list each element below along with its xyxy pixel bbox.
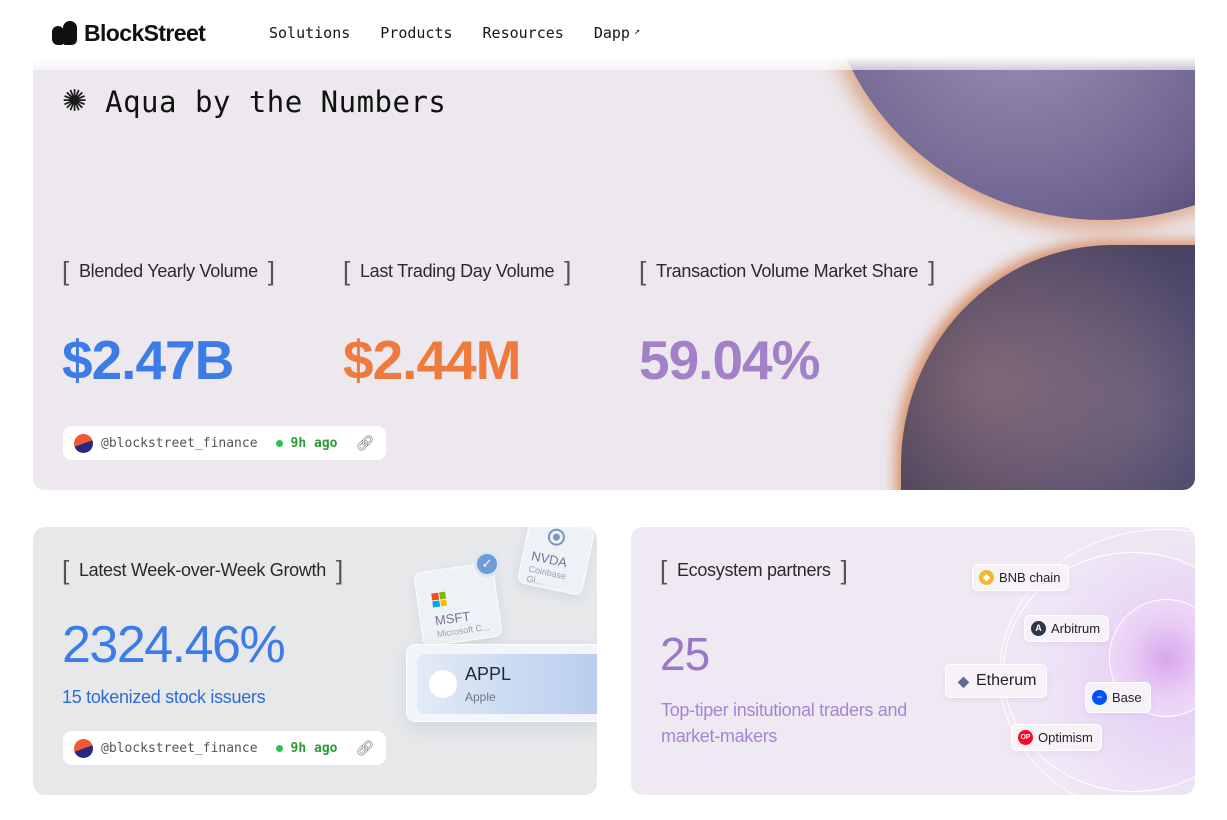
chain-chip-ethereum: ◆ Etherum xyxy=(945,664,1048,698)
chain-chip-bnb: ◆ BNB chain xyxy=(972,564,1070,591)
nav-solutions[interactable]: Solutions xyxy=(269,24,351,42)
nav-products[interactable]: Products xyxy=(380,24,453,42)
bracket-open: [ xyxy=(639,256,646,286)
partners-value: 25 xyxy=(660,628,710,680)
partners-label: [ Ecosystem partners ] xyxy=(660,557,848,583)
chain-chip-arbitrum: A Arbitrum xyxy=(1024,615,1110,642)
bnb-icon: ◆ xyxy=(979,570,994,585)
stat-yearly-volume: [ Blended Yearly Volume ] $2.47B xyxy=(62,258,275,391)
stock-name: Apple xyxy=(465,690,496,704)
growth-card: [ Latest Week-over-Week Growth ] 2324.46… xyxy=(33,527,597,795)
source-pill[interactable]: @blockstreet_finance 9h ago 🔗︎ xyxy=(63,731,386,765)
bracket-open: [ xyxy=(343,256,350,286)
arbitrum-icon: A xyxy=(1031,621,1046,636)
live-dot-icon xyxy=(275,744,283,752)
microsoft-icon xyxy=(431,591,448,608)
stat-label: Transaction Volume Market Share xyxy=(655,260,919,281)
bracket-open: [ xyxy=(62,555,69,585)
base-icon: − xyxy=(1092,690,1107,705)
stock-card-nvda: NVDA Coinbase Gl... xyxy=(516,527,596,597)
numbers-hero-card: ✺ Aqua by the Numbers [ Blended Yearly V… xyxy=(33,40,1195,490)
source-time: 9h ago xyxy=(290,740,338,756)
starburst-icon: ✺ xyxy=(62,85,88,118)
partners-subtitle: Top-tiper insitutional traders and marke… xyxy=(661,700,907,746)
brand-name: BlockStreet xyxy=(84,20,206,46)
stock-card-appl: APPL Apple xyxy=(406,644,597,722)
growth-label: [ Latest Week-over-Week Growth ] xyxy=(62,557,343,583)
avatar xyxy=(74,738,93,758)
source-time: 9h ago xyxy=(290,435,338,451)
chain-label: BNB chain xyxy=(999,570,1061,585)
bracket-close: ] xyxy=(564,256,572,286)
chain-label: Optimism xyxy=(1038,730,1093,745)
stat-label-wrap: [ Last Trading Day Volume ] xyxy=(343,258,571,284)
apple-icon xyxy=(429,670,457,698)
stat-last-day-volume: [ Last Trading Day Volume ] $2.44M xyxy=(343,258,571,391)
nav-resources[interactable]: Resources xyxy=(482,24,564,42)
page-title: Aqua by the Numbers xyxy=(105,85,447,119)
bracket-close: ] xyxy=(335,555,343,585)
growth-value: 2324.46% xyxy=(62,616,286,674)
optimism-icon: OP xyxy=(1018,730,1033,745)
live-dot-icon xyxy=(275,439,283,447)
coin-icon xyxy=(546,527,567,548)
bracket-close: ] xyxy=(840,555,848,585)
link-icon[interactable]: 🔗︎ xyxy=(355,740,375,757)
stat-market-share: [ Transaction Volume Market Share ] 59.0… xyxy=(639,258,935,391)
chain-chip-base: − Base xyxy=(1085,682,1151,713)
partners-card: [ Ecosystem partners ] 25 Top-tiper insi… xyxy=(631,527,1195,795)
nav-dapp-label: Dapp xyxy=(593,24,630,42)
chain-chip-optimism: OP Optimism xyxy=(1011,724,1102,751)
source-pill[interactable]: @blockstreet_finance 9h ago 🔗︎ xyxy=(63,426,386,460)
external-link-icon: ↗ xyxy=(633,25,640,37)
stock-card-appl-inner: APPL Apple xyxy=(417,654,597,714)
stat-label-wrap: [ Blended Yearly Volume ] xyxy=(62,258,275,284)
nav-dapp[interactable]: Dapp ↗ xyxy=(594,24,640,42)
stat-value: $2.44M xyxy=(343,329,521,391)
stock-ticker: APPL xyxy=(465,664,512,684)
growth-label-text: Latest Week-over-Week Growth xyxy=(78,559,326,580)
decorative-blob-bottom xyxy=(901,245,1195,490)
chain-label: Etherum xyxy=(976,672,1037,689)
stat-value: 59.04% xyxy=(639,329,821,391)
growth-subtitle: 15 tokenized stock issuers xyxy=(62,687,266,707)
link-icon[interactable]: 🔗︎ xyxy=(355,435,375,452)
main-nav: Solutions Products Resources Dapp ↗ xyxy=(269,24,640,42)
bracket-open: [ xyxy=(660,555,667,585)
brand-logo[interactable]: BlockStreet xyxy=(52,20,206,47)
logo-mark-icon xyxy=(52,20,78,47)
source-handle: @blockstreet_finance xyxy=(101,740,258,756)
check-icon: ✓ xyxy=(474,551,500,577)
source-handle: @blockstreet_finance xyxy=(101,435,258,451)
stat-value: $2.47B xyxy=(62,329,234,391)
site-header: BlockStreet Solutions Products Resources… xyxy=(0,0,1227,70)
stat-label-wrap: [ Transaction Volume Market Share ] xyxy=(639,258,935,284)
ethereum-icon: ◆ xyxy=(958,672,969,689)
stat-label: Blended Yearly Volume xyxy=(78,260,258,281)
chain-label: Arbitrum xyxy=(1051,621,1101,636)
bracket-close: ] xyxy=(928,256,936,286)
bracket-open: [ xyxy=(62,256,69,286)
stock-name: Coinbase Gl... xyxy=(525,563,568,587)
stat-label: Last Trading Day Volume xyxy=(359,260,555,281)
chain-label: Base xyxy=(1112,690,1142,705)
bracket-close: ] xyxy=(267,256,275,286)
hero-heading: ✺ Aqua by the Numbers xyxy=(62,85,446,119)
avatar xyxy=(74,433,93,453)
partners-label-text: Ecosystem partners xyxy=(676,559,831,580)
